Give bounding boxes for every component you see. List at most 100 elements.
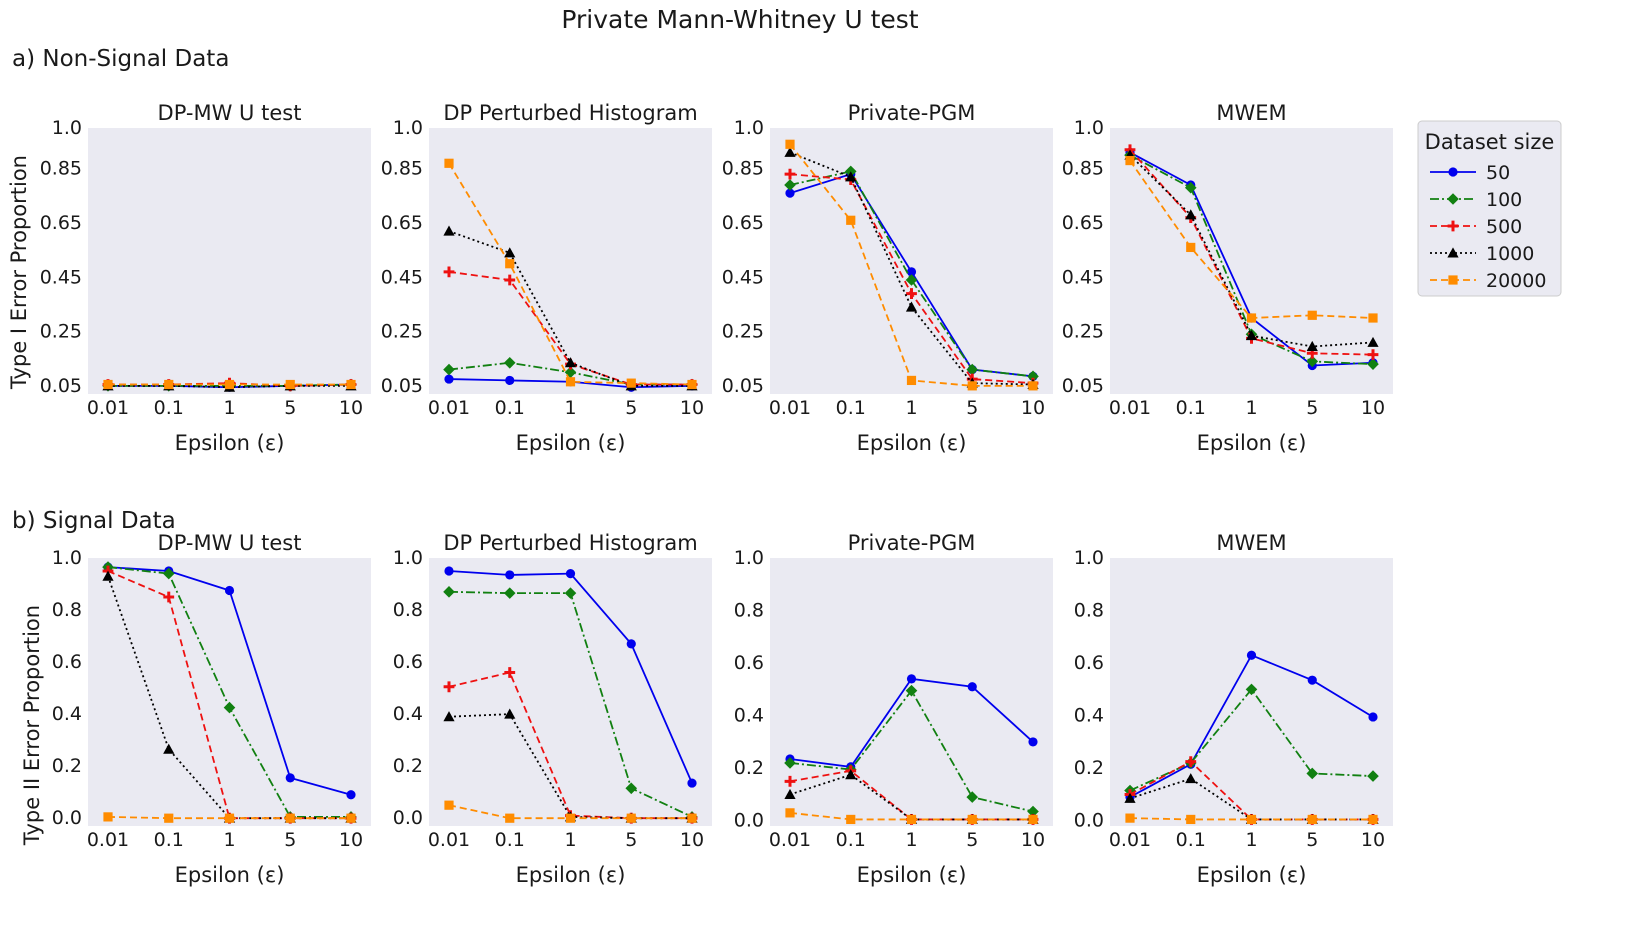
data-point-20000: [967, 381, 977, 391]
data-point-100: [443, 586, 455, 598]
series-50: [444, 566, 697, 788]
legend-label: 20000: [1486, 270, 1546, 292]
y-tick-label: 0.4: [1074, 705, 1104, 727]
x-tick-label: 1: [223, 397, 235, 419]
data-point-20000: [103, 812, 113, 822]
x-tick-label: 0.01: [1109, 397, 1151, 419]
data-point-20000: [444, 800, 454, 810]
data-point-20000: [1307, 814, 1317, 825]
y-tick-label: 0.25: [722, 321, 764, 343]
data-point-20000: [1246, 313, 1257, 323]
y-tick-label: 1.0: [1074, 117, 1104, 139]
data-point-20000: [346, 813, 356, 823]
data-point-100: [905, 274, 918, 286]
legend-entry-20000: 20000: [1430, 270, 1546, 292]
legend-label: 500: [1486, 216, 1522, 238]
data-point-50: [687, 778, 697, 788]
y-tick-label: 0.0: [52, 807, 82, 829]
x-tick-label: 10: [339, 829, 363, 851]
data-point-50: [505, 570, 515, 580]
data-point-50: [1307, 675, 1317, 685]
series-20000: [1125, 155, 1378, 323]
x-tick-label: 0.1: [495, 829, 525, 851]
data-point-100: [1367, 770, 1379, 782]
data-point-1000: [1367, 336, 1379, 347]
data-point-20000: [285, 813, 295, 823]
panel-title: DP Perturbed Histogram: [443, 101, 697, 125]
data-point-20000: [846, 215, 856, 225]
data-point-50: [1368, 712, 1378, 722]
data-point-20000: [846, 814, 856, 825]
data-point-500: [504, 667, 516, 678]
data-point-50: [626, 639, 636, 649]
data-point-1000: [845, 171, 857, 182]
x-axis-label: Epsilon (ε): [1197, 431, 1307, 455]
x-tick-label: 5: [625, 829, 637, 851]
y-tick-label: 1.0: [393, 117, 423, 139]
data-point-20000: [906, 375, 917, 386]
y-tick-label: 0.05: [40, 375, 82, 397]
y-tick-label: 1.0: [52, 117, 82, 139]
y-axis-label-type-i: Type I Error Proportion: [7, 155, 31, 390]
data-point-100: [223, 701, 236, 714]
y-tick-label: 0.0: [393, 807, 423, 829]
data-point-20000: [103, 379, 113, 390]
data-point-100: [1184, 181, 1197, 194]
data-point-50: [444, 566, 454, 576]
y-tick-label: 0.45: [1062, 266, 1104, 288]
row-label-non-signal: a) Non-Signal Data: [12, 46, 229, 72]
y-tick-label: 0.25: [381, 321, 423, 343]
x-tick-label: 0.1: [495, 397, 525, 419]
x-tick-label: 0.1: [154, 397, 184, 419]
y-tick-label: 0.8: [52, 599, 82, 621]
x-tick-label: 1: [564, 397, 576, 419]
data-point-100: [784, 757, 796, 769]
series-50: [103, 562, 356, 800]
data-point-500: [784, 775, 796, 787]
data-point-50: [346, 790, 356, 800]
x-tick-label: 1: [1245, 829, 1257, 851]
panel-title: Private-PGM: [848, 531, 976, 555]
data-point-20000: [1186, 814, 1196, 825]
y-tick-label: 0.85: [381, 158, 423, 180]
y-tick-label: 0.65: [722, 212, 764, 234]
y-axis-label-type-ii: Type II Error Proportion: [20, 605, 44, 846]
legend-marker: [1448, 275, 1458, 285]
x-axis-label: Epsilon (ε): [175, 431, 285, 455]
legend-entry-50: 50: [1430, 162, 1510, 184]
x-axis-label: Epsilon (ε): [1197, 863, 1307, 887]
legend-marker: [1447, 193, 1459, 205]
x-tick-label: 5: [1306, 397, 1318, 419]
data-point-1000: [443, 225, 455, 236]
y-tick-label: 0.4: [393, 703, 423, 725]
data-point-100: [503, 356, 516, 369]
x-tick-label: 0.1: [1176, 397, 1206, 419]
x-axis-label: Epsilon (ε): [857, 863, 967, 887]
y-tick-label: 1.0: [734, 117, 764, 139]
y-tick-label: 0.05: [1062, 375, 1104, 397]
y-tick-label: 0.65: [1062, 212, 1104, 234]
series-20000: [1125, 813, 1378, 825]
legend-label: 100: [1486, 189, 1522, 211]
plot-area: [88, 558, 371, 826]
data-point-1000: [564, 357, 577, 368]
y-tick-label: 0.65: [381, 212, 423, 234]
panel-title: DP-MW U test: [158, 531, 302, 555]
chart-panel-5: DP-MW U test 0.0 0.2 0.4 0.6 0.8 1.0 0.01 0.1 1 5 1…: [52, 531, 371, 887]
x-tick-label: 0.01: [428, 829, 470, 851]
x-tick-label: 5: [284, 829, 296, 851]
panel-title: Private-PGM: [848, 101, 976, 125]
data-point-20000: [565, 377, 576, 387]
data-point-50: [505, 375, 515, 386]
x-axis-label: Epsilon (ε): [857, 431, 967, 455]
data-point-50: [565, 569, 576, 579]
x-tick-label: 10: [1361, 397, 1385, 419]
data-point-1000: [1124, 792, 1136, 803]
x-axis-label: Epsilon (ε): [175, 863, 285, 887]
series-20000: [785, 139, 1038, 391]
data-point-1000: [845, 769, 857, 780]
data-point-100: [162, 567, 175, 580]
y-tick-label: 0.0: [734, 810, 764, 832]
data-point-20000: [967, 814, 977, 825]
